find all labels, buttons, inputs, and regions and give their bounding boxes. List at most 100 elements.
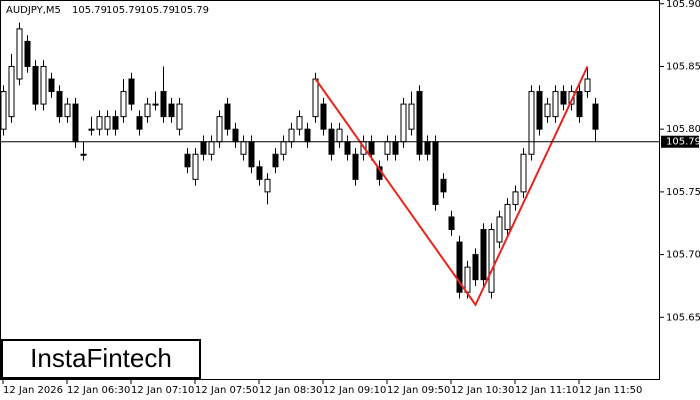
x-tick-label: 12 Jan 06:30 [67, 385, 130, 396]
candle-body [528, 91, 535, 155]
candle-body [480, 229, 487, 281]
x-tick-label: 12 Jan 07:10 [131, 385, 194, 396]
header-value: 105.79 [106, 5, 141, 16]
candle-body [544, 103, 551, 118]
candle-body [160, 91, 167, 118]
candle-body [416, 91, 423, 155]
candle-body [24, 40, 31, 67]
candle-body [16, 28, 23, 80]
brand-box [1, 339, 201, 379]
candle-body [568, 91, 575, 105]
candle-body [584, 78, 591, 93]
candle-body [408, 103, 415, 130]
candle-body [48, 78, 55, 93]
candle-body [472, 254, 479, 281]
candle-body [256, 166, 263, 180]
candle-body [232, 128, 239, 143]
candle-body [592, 103, 599, 130]
candle-body [392, 141, 399, 155]
header-values: 105.79 105.79 105.79 105.79 [72, 5, 209, 16]
candle-body [192, 153, 199, 180]
candle-body [248, 141, 255, 168]
candle-body [200, 141, 207, 155]
y-tick-label: 105.80 [666, 124, 700, 135]
candle-body [536, 91, 543, 130]
header-value: 105.79 [140, 5, 175, 16]
candle-body [272, 153, 279, 168]
candle-body [576, 91, 583, 118]
candle-body [400, 103, 407, 143]
y-tick-label: 105.85 [666, 61, 700, 72]
x-tick-label: 12 Jan 07:50 [195, 385, 258, 396]
x-tick-label: 12 Jan 09:10 [323, 385, 386, 396]
x-tick-label: 12 Jan 11:50 [579, 385, 642, 396]
candle-body [456, 241, 463, 293]
candle-body [224, 103, 231, 130]
x-tick-label: 12 Jan 09:50 [387, 385, 450, 396]
x-tick-label: 12 Jan 11:10 [515, 385, 578, 396]
candle-body [80, 153, 87, 156]
candle-body [424, 141, 431, 155]
candle-body [304, 128, 311, 143]
candle-body [368, 141, 375, 155]
candle-body [128, 78, 135, 105]
candle-body [464, 266, 471, 293]
candle-body [40, 65, 47, 105]
candle-body [144, 103, 151, 118]
marks [0, 22, 660, 307]
candle-body [112, 116, 119, 130]
candle-body [504, 203, 511, 231]
candle-body [240, 141, 247, 155]
x-tick-label: 12 Jan 2026 [3, 385, 63, 396]
symbol: AUDJPY,M5 [6, 5, 61, 16]
candle-body [8, 65, 15, 118]
candle-body [0, 91, 7, 130]
y-tick-label: 105.65 [666, 312, 700, 323]
y-tick-label: 105.90 [666, 0, 700, 10]
candle-body [64, 103, 71, 118]
candle-body [168, 103, 175, 118]
candle-body [512, 191, 519, 205]
candle-body [88, 128, 95, 131]
y-tick-label: 105.70 [666, 250, 700, 261]
candle-body [384, 141, 391, 155]
pattern-line [314, 66, 589, 307]
header-value: 105.79 [72, 5, 107, 16]
y-tick-label: 105.75 [666, 187, 700, 198]
candle-body [184, 153, 191, 168]
candle-body [344, 141, 351, 155]
candle-body [120, 91, 127, 118]
candle-body [96, 116, 103, 130]
candle-body [496, 216, 503, 243]
candle-body [320, 103, 327, 130]
candle-body [312, 78, 319, 118]
last-price-label: 105.79 [666, 137, 700, 148]
candle-body [136, 116, 143, 130]
candle-body [56, 91, 63, 118]
candle-body [72, 103, 79, 143]
candle-body [104, 116, 111, 130]
candle-body [336, 128, 343, 143]
candle-body [152, 103, 159, 106]
candle-body [520, 153, 527, 193]
x-tick-label: 12 Jan 10:30 [451, 385, 514, 396]
candle-body [448, 216, 455, 231]
brand-logo: InstaFintech [30, 343, 172, 373]
candle-body [552, 91, 559, 118]
candle-body [352, 153, 359, 180]
candle-body [560, 91, 567, 105]
candle-body [208, 141, 215, 155]
candle-body [296, 116, 303, 130]
candle-body [32, 65, 39, 105]
candle-body [488, 229, 495, 293]
x-tick-label: 12 Jan 08:30 [259, 385, 322, 396]
candle-body [216, 116, 223, 143]
candle-body [280, 141, 287, 155]
candle-body [440, 178, 447, 193]
candle-body [432, 141, 439, 205]
candle-body [176, 103, 183, 130]
plot-area [0, 0, 660, 380]
candle-body [288, 128, 295, 143]
candle-body [264, 178, 271, 193]
